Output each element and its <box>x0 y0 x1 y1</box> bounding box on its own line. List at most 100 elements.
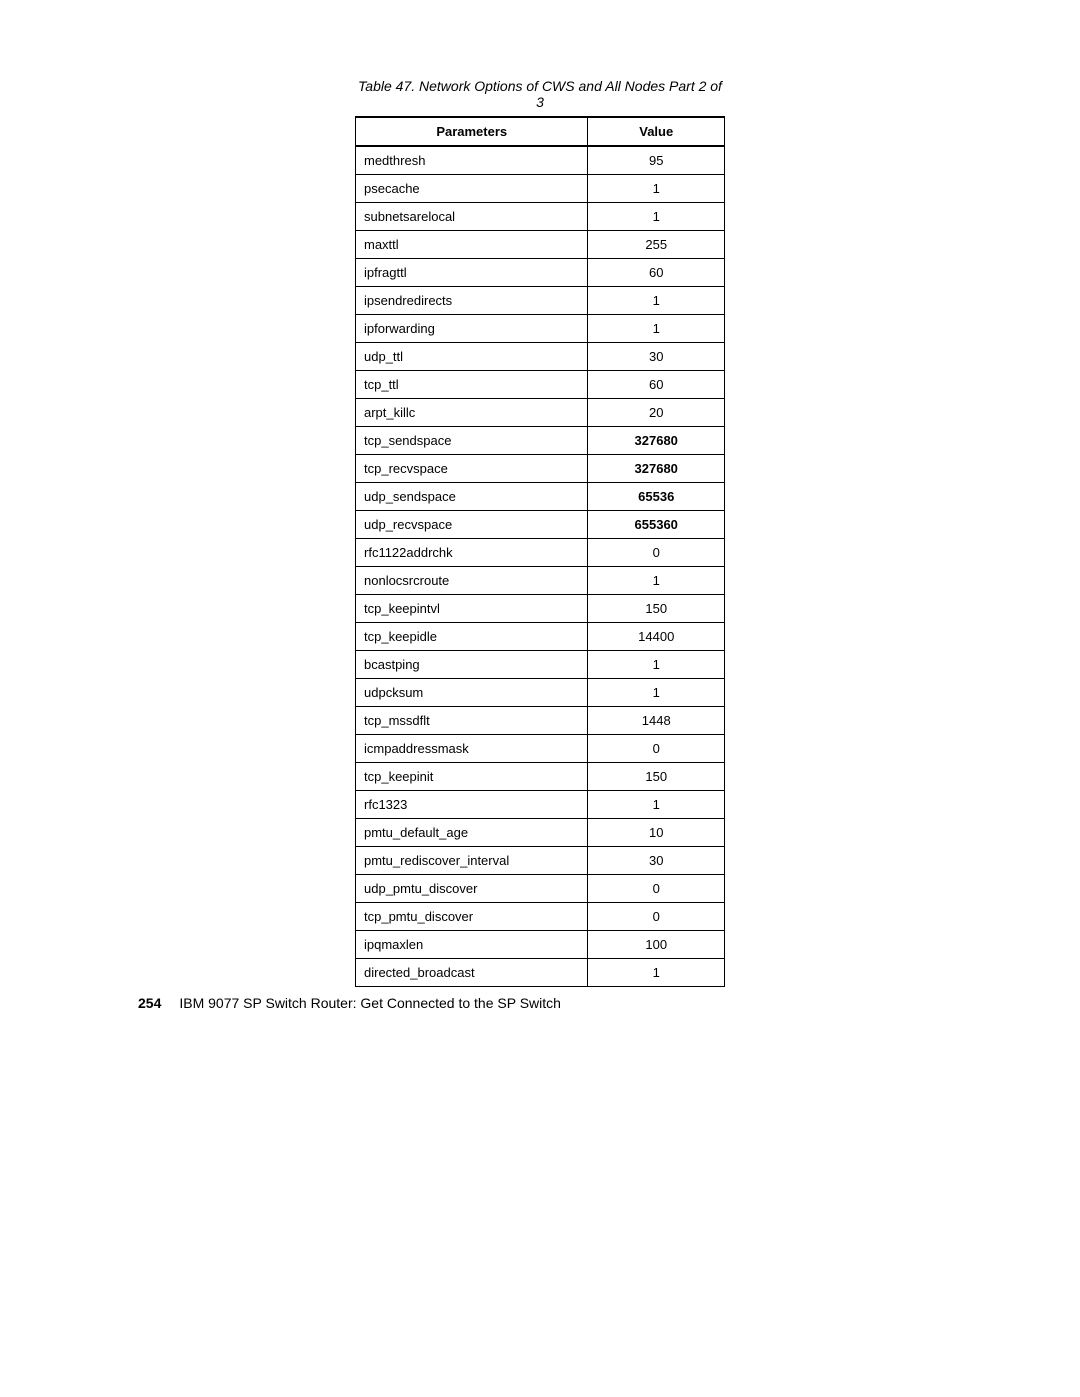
value-cell: 150 <box>588 595 725 623</box>
table-row: tcp_mssdflt1448 <box>356 707 725 735</box>
value-cell: 14400 <box>588 623 725 651</box>
table-row: ipfragttl60 <box>356 259 725 287</box>
table-row: pmtu_default_age10 <box>356 819 725 847</box>
table-row: ipforwarding1 <box>356 315 725 343</box>
parameter-cell: tcp_sendspace <box>356 427 588 455</box>
column-header-value: Value <box>588 117 725 146</box>
parameter-cell: medthresh <box>356 146 588 175</box>
value-cell: 1 <box>588 651 725 679</box>
parameter-cell: tcp_keepinit <box>356 763 588 791</box>
value-cell: 0 <box>588 735 725 763</box>
value-cell: 30 <box>588 847 725 875</box>
column-header-parameters: Parameters <box>356 117 588 146</box>
table-header: Parameters Value <box>356 117 725 146</box>
value-cell: 1 <box>588 287 725 315</box>
footer-title: IBM 9077 SP Switch Router: Get Connected… <box>179 995 561 1011</box>
parameter-cell: udp_recvspace <box>356 511 588 539</box>
parameter-cell: bcastping <box>356 651 588 679</box>
page-footer: 254 IBM 9077 SP Switch Router: Get Connec… <box>138 995 561 1011</box>
value-cell: 0 <box>588 539 725 567</box>
table-row: icmpaddressmask0 <box>356 735 725 763</box>
table-row: udp_ttl30 <box>356 343 725 371</box>
page-number: 254 <box>138 995 161 1011</box>
value-cell: 255 <box>588 231 725 259</box>
value-cell: 30 <box>588 343 725 371</box>
table-caption: Table 47. Network Options of CWS and All… <box>355 78 725 110</box>
parameter-cell: tcp_keepidle <box>356 623 588 651</box>
parameter-cell: directed_broadcast <box>356 959 588 987</box>
table-row: medthresh95 <box>356 146 725 175</box>
parameter-cell: subnetsarelocal <box>356 203 588 231</box>
table-row: udp_sendspace65536 <box>356 483 725 511</box>
parameter-cell: udp_pmtu_discover <box>356 875 588 903</box>
table-row: rfc1122addrchk0 <box>356 539 725 567</box>
parameter-cell: tcp_pmtu_discover <box>356 903 588 931</box>
table-wrapper: Parameters Value medthresh95psecache1sub… <box>355 116 725 987</box>
parameters-table: Parameters Value medthresh95psecache1sub… <box>355 116 725 987</box>
value-cell: 0 <box>588 875 725 903</box>
table-row: tcp_sendspace327680 <box>356 427 725 455</box>
value-cell: 150 <box>588 763 725 791</box>
parameter-cell: icmpaddressmask <box>356 735 588 763</box>
table-row: psecache1 <box>356 175 725 203</box>
parameter-cell: rfc1122addrchk <box>356 539 588 567</box>
value-cell: 100 <box>588 931 725 959</box>
table-row: pmtu_rediscover_interval30 <box>356 847 725 875</box>
parameter-cell: udp_sendspace <box>356 483 588 511</box>
parameter-cell: udpcksum <box>356 679 588 707</box>
table-row: udp_recvspace655360 <box>356 511 725 539</box>
table-row: tcp_recvspace327680 <box>356 455 725 483</box>
parameter-cell: maxttl <box>356 231 588 259</box>
parameter-cell: arpt_killc <box>356 399 588 427</box>
value-cell: 65536 <box>588 483 725 511</box>
parameter-cell: ipfragttl <box>356 259 588 287</box>
table-row: subnetsarelocal1 <box>356 203 725 231</box>
value-cell: 1 <box>588 315 725 343</box>
table-row: arpt_killc20 <box>356 399 725 427</box>
table-row: tcp_keepinit150 <box>356 763 725 791</box>
parameter-cell: nonlocsrcroute <box>356 567 588 595</box>
table-row: maxttl255 <box>356 231 725 259</box>
table-row: rfc13231 <box>356 791 725 819</box>
table-row: tcp_pmtu_discover0 <box>356 903 725 931</box>
parameter-cell: psecache <box>356 175 588 203</box>
value-cell: 60 <box>588 371 725 399</box>
table-body: medthresh95psecache1subnetsarelocal1maxt… <box>356 146 725 987</box>
value-cell: 1 <box>588 175 725 203</box>
table-row: ipsendredirects1 <box>356 287 725 315</box>
value-cell: 1 <box>588 679 725 707</box>
table-row: tcp_keepidle14400 <box>356 623 725 651</box>
value-cell: 1 <box>588 203 725 231</box>
value-cell: 0 <box>588 903 725 931</box>
parameter-cell: udp_ttl <box>356 343 588 371</box>
parameter-cell: tcp_recvspace <box>356 455 588 483</box>
table-row: udpcksum1 <box>356 679 725 707</box>
table-row: ipqmaxlen100 <box>356 931 725 959</box>
table-row: udp_pmtu_discover0 <box>356 875 725 903</box>
value-cell: 10 <box>588 819 725 847</box>
parameter-cell: rfc1323 <box>356 791 588 819</box>
value-cell: 1448 <box>588 707 725 735</box>
value-cell: 327680 <box>588 427 725 455</box>
value-cell: 1 <box>588 567 725 595</box>
parameter-cell: ipsendredirects <box>356 287 588 315</box>
value-cell: 327680 <box>588 455 725 483</box>
table-row: bcastping1 <box>356 651 725 679</box>
value-cell: 20 <box>588 399 725 427</box>
parameter-cell: tcp_ttl <box>356 371 588 399</box>
parameter-cell: tcp_mssdflt <box>356 707 588 735</box>
value-cell: 1 <box>588 791 725 819</box>
parameter-cell: tcp_keepintvl <box>356 595 588 623</box>
value-cell: 60 <box>588 259 725 287</box>
value-cell: 655360 <box>588 511 725 539</box>
document-page: Table 47. Network Options of CWS and All… <box>0 0 1080 1397</box>
parameter-cell: pmtu_rediscover_interval <box>356 847 588 875</box>
parameter-cell: pmtu_default_age <box>356 819 588 847</box>
parameter-cell: ipqmaxlen <box>356 931 588 959</box>
table-row: directed_broadcast1 <box>356 959 725 987</box>
parameter-cell: ipforwarding <box>356 315 588 343</box>
table-row: nonlocsrcroute1 <box>356 567 725 595</box>
table-header-row: Parameters Value <box>356 117 725 146</box>
table-row: tcp_ttl60 <box>356 371 725 399</box>
table-row: tcp_keepintvl150 <box>356 595 725 623</box>
